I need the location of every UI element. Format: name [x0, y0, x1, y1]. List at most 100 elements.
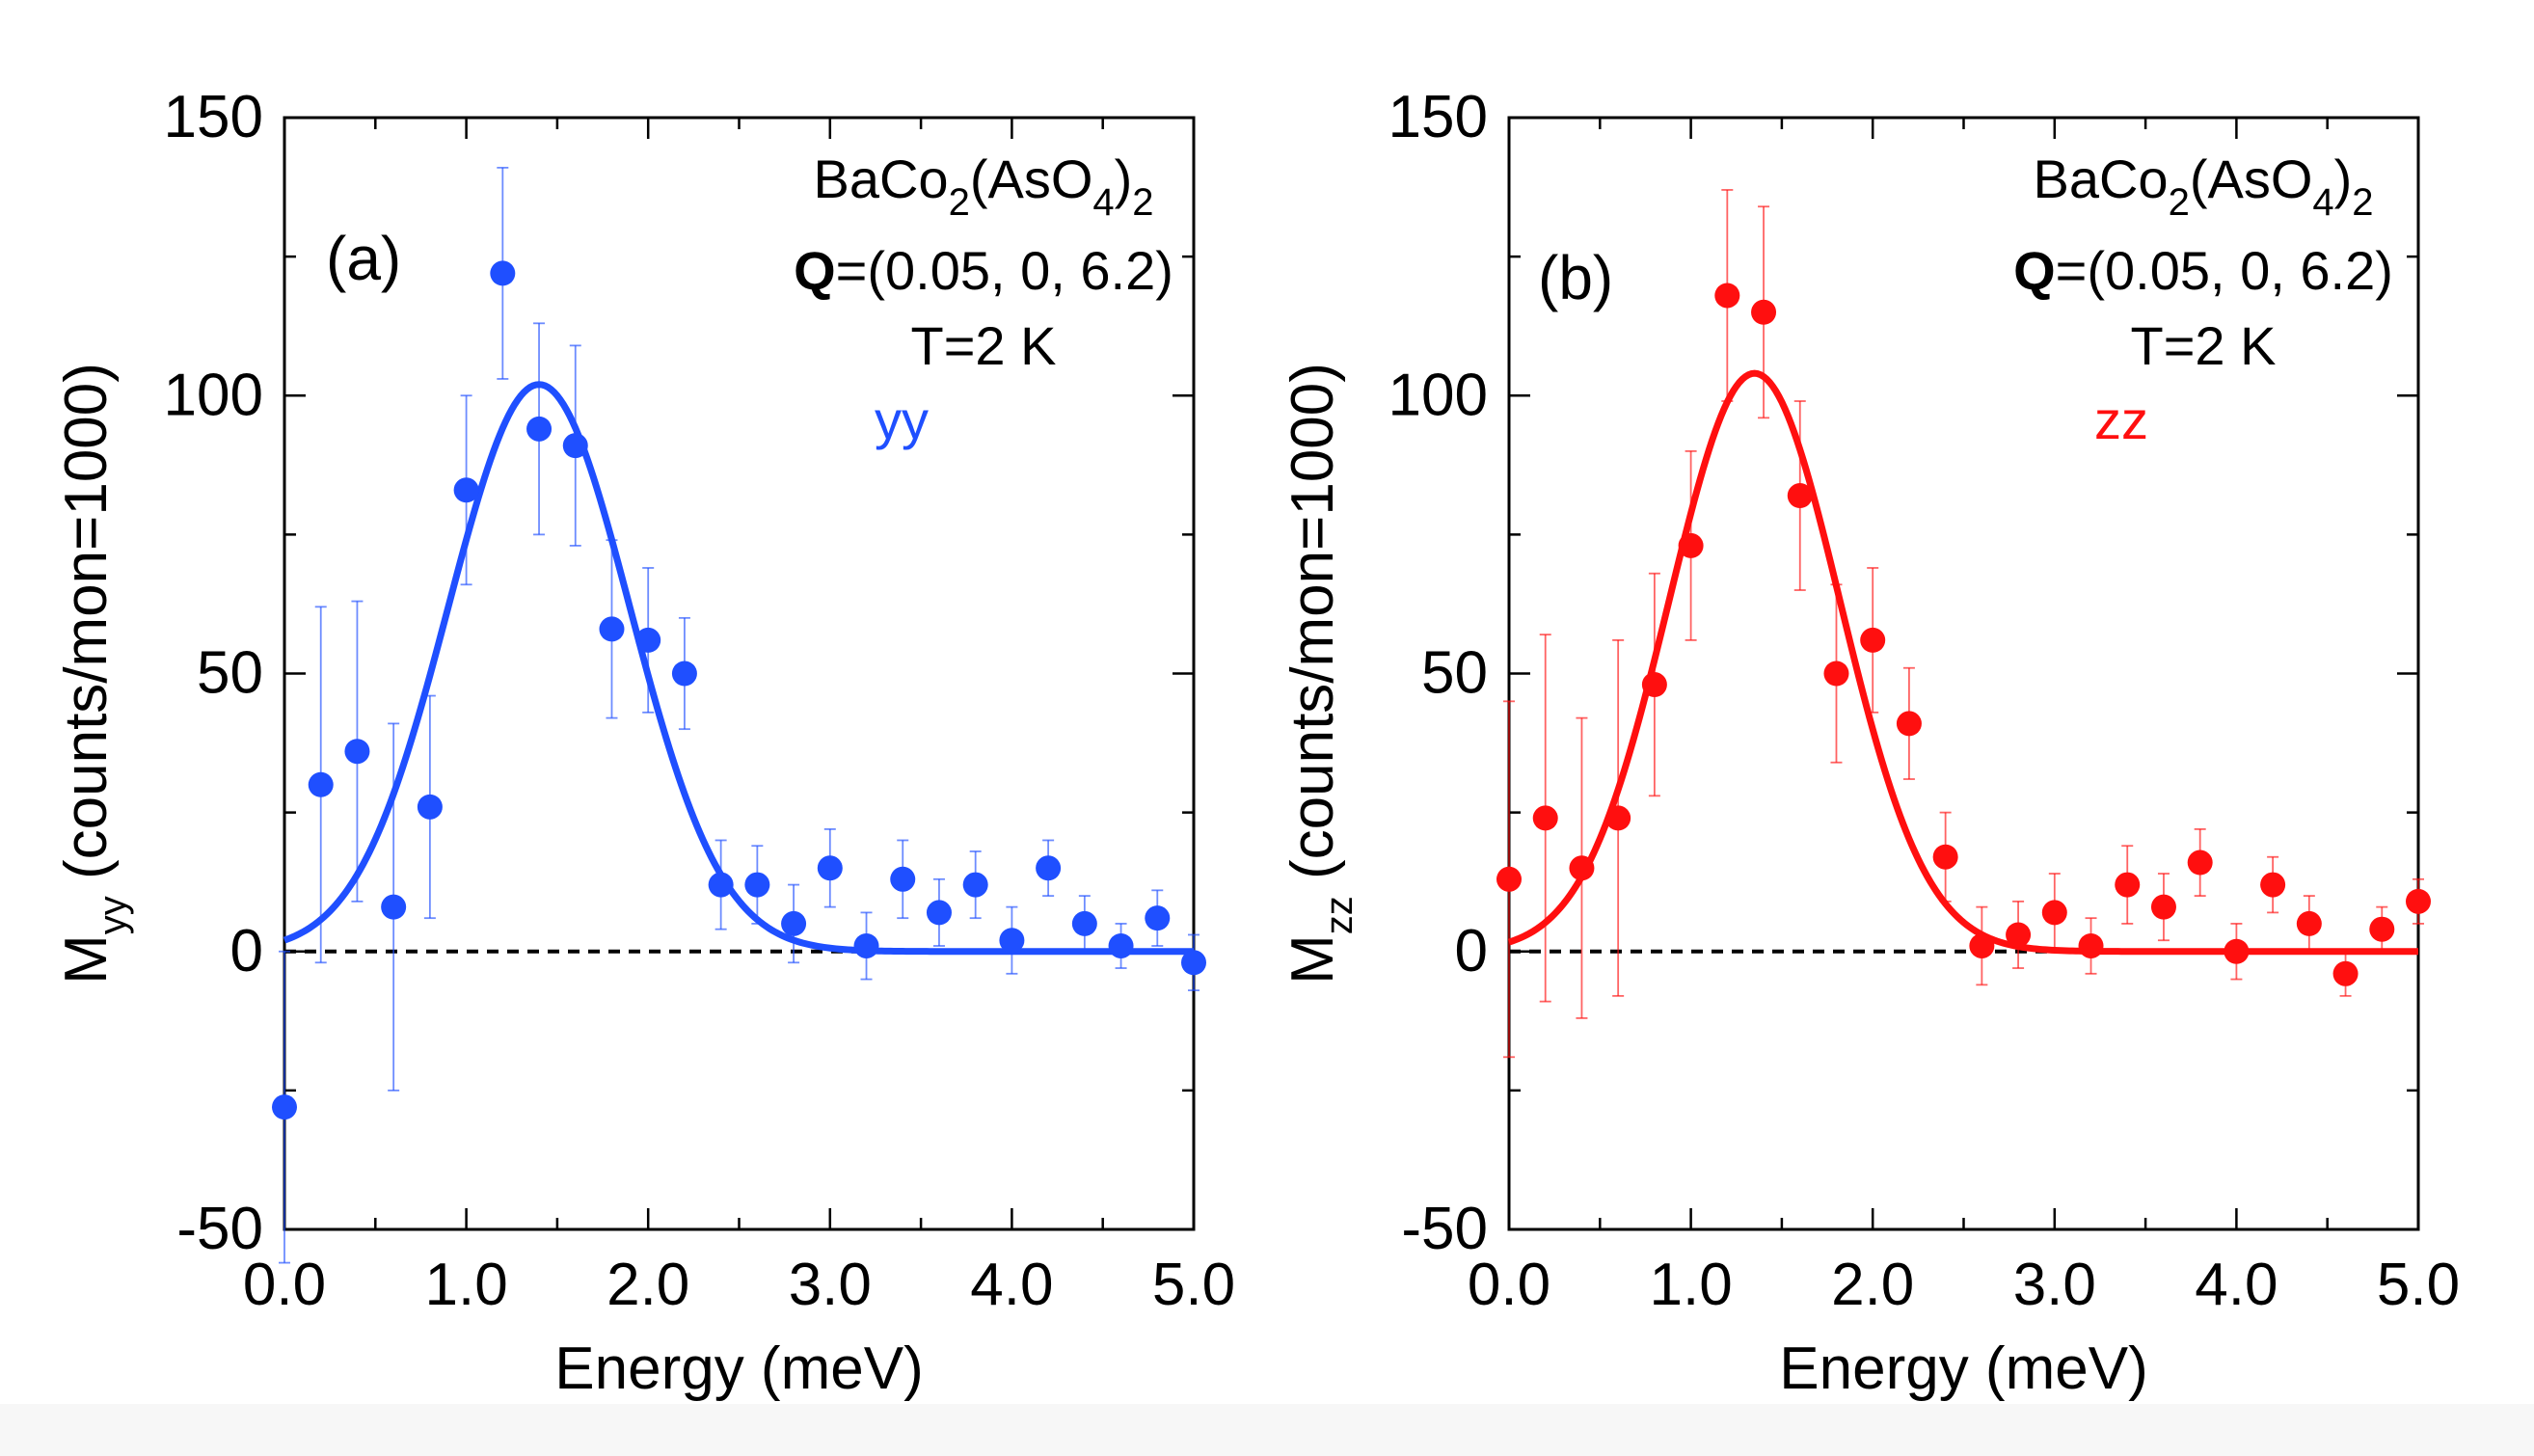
data-point [2187, 849, 2213, 876]
x-tick-label: 1.0 [424, 1252, 507, 1318]
y-axis-title: Mzz (counts/mon=1000) [1280, 363, 1361, 984]
data-point [381, 894, 407, 920]
data-point [635, 627, 661, 653]
data-point [671, 661, 697, 687]
data-point [853, 932, 879, 958]
data-point [744, 872, 770, 898]
data-point [1532, 805, 1558, 831]
fit-curve [1507, 369, 2418, 956]
panel-label: (a) [326, 224, 401, 293]
data-point [926, 900, 952, 926]
data-point [1714, 283, 1740, 309]
data-points [1496, 283, 2431, 986]
data-point [2369, 916, 2395, 942]
y-tick-label: 50 [1421, 640, 1488, 707]
tick-marks [1507, 116, 2420, 1231]
data-point [781, 910, 807, 936]
y-axis-title-sub: zz [1318, 896, 1361, 934]
x-tick-label: 2.0 [1831, 1252, 1914, 1318]
y-tick-label: 150 [164, 84, 263, 150]
sample-sub3: 2 [2352, 181, 2373, 224]
x-tick-label: 5.0 [1152, 1252, 1235, 1318]
temperature-label: T=2 K [2131, 315, 2277, 376]
y-tick-label: 150 [1388, 84, 1488, 150]
x-tick-label: 4.0 [970, 1252, 1053, 1318]
y-axis-title-main: M [1280, 934, 1346, 984]
sample-formula: BaCo2(AsO4)2 [2033, 148, 2373, 224]
sample-formula: BaCo2(AsO4)2 [813, 148, 1153, 224]
y-axis-title: Myy (counts/mon=1000) [53, 363, 134, 984]
data-point [2260, 872, 2286, 898]
channel-label: zz [2094, 390, 2148, 450]
data-point [308, 771, 334, 797]
y-tick-label: 100 [164, 362, 263, 428]
sample-close: ) [2334, 148, 2353, 209]
data-point [272, 1094, 297, 1120]
data-point [2406, 888, 2431, 914]
data-point [1860, 627, 1886, 653]
data-point [2006, 922, 2032, 948]
data-point [1145, 905, 1171, 931]
x-tick-label: 1.0 [1649, 1252, 1732, 1318]
x-tick-label: 3.0 [2013, 1252, 2096, 1318]
x-axis-title: Energy (meV) [1779, 1335, 2147, 1402]
data-point [2041, 900, 2067, 926]
panel-label: (b) [1538, 243, 1613, 312]
data-point [490, 260, 516, 286]
x-tick-label: 4.0 [2195, 1252, 2278, 1318]
sample-base: BaCo [2033, 148, 2168, 209]
y-axis-title-rest: (counts/mon=1000) [1280, 363, 1346, 896]
sample-sub2: 4 [2312, 181, 2333, 224]
channel-label: yy [875, 390, 929, 450]
data-point [2332, 960, 2359, 986]
y-tick-label: 100 [1388, 362, 1488, 428]
data-point [999, 928, 1025, 954]
data-point [1181, 950, 1206, 976]
data-point [1071, 910, 1097, 936]
y-tick-label: 0 [230, 918, 263, 984]
q-rest: =(0.05, 0, 6.2) [2056, 240, 2393, 301]
q-bold: Q [794, 240, 836, 301]
data-point [1569, 855, 1595, 881]
data-point [2224, 938, 2250, 964]
bottom-strip [0, 1404, 2534, 1456]
tick-marks [283, 116, 1196, 1231]
data-point [890, 866, 916, 892]
data-point [599, 616, 625, 642]
x-tick-label: 0.0 [1468, 1252, 1550, 1318]
data-point [562, 433, 588, 459]
data-point [1751, 299, 1777, 325]
data-points [272, 260, 1206, 1120]
data-point [1932, 844, 1958, 870]
data-point [817, 855, 843, 881]
data-point [962, 872, 988, 898]
sample-mid: (AsO [2190, 148, 2313, 209]
data-point [1678, 532, 1704, 558]
y-axis-title-sub: yy [92, 896, 134, 934]
y-tick-label: 0 [1455, 918, 1488, 984]
data-point [2296, 910, 2322, 936]
q-vector: Q=(0.05, 0, 6.2) [794, 240, 1173, 301]
sample-sub1: 2 [2169, 181, 2190, 224]
data-point [1787, 483, 1813, 509]
q-vector: Q=(0.05, 0, 6.2) [2013, 240, 2393, 301]
data-point [1496, 866, 1522, 892]
y-tick-label: 50 [197, 640, 263, 707]
data-point [453, 477, 479, 503]
data-point [526, 416, 553, 442]
x-axis-title: Energy (meV) [554, 1335, 923, 1402]
data-point [1108, 932, 1134, 958]
data-point [2115, 872, 2141, 898]
sample-sub1: 2 [949, 181, 970, 224]
data-point [1896, 711, 1922, 737]
data-point [417, 794, 443, 820]
sample-close: ) [1115, 148, 1133, 209]
data-point [344, 739, 370, 765]
x-tick-label: 3.0 [789, 1252, 872, 1318]
y-tick-label: -50 [1401, 1196, 1488, 1262]
error-bars [1503, 189, 2424, 1059]
q-bold: Q [2013, 240, 2056, 301]
data-point [1823, 661, 1849, 687]
data-point [2078, 932, 2104, 958]
